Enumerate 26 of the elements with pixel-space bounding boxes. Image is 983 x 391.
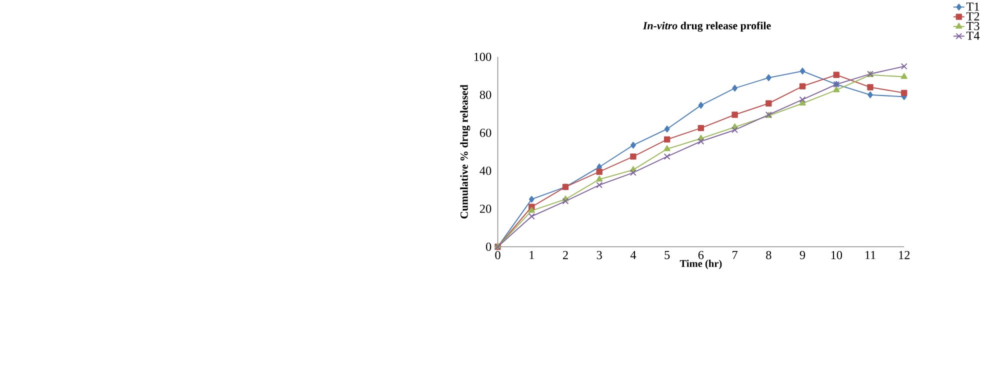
x-tick-label: 6 — [698, 250, 704, 260]
y-axis-title: Cumulative % drug released — [460, 84, 470, 218]
chart-title: In-vitro drug release profile — [642, 22, 771, 32]
x-tick-label: 5 — [664, 250, 670, 260]
x-tick-label: 1 — [530, 250, 534, 259]
x-tick-label: 12 — [899, 250, 910, 260]
y-tick-label: 80 — [480, 90, 492, 99]
y-tick-label: 20 — [480, 204, 492, 213]
x-tick-label: 9 — [800, 250, 806, 260]
legend-label: T2 — [966, 12, 980, 20]
x-tick-label: 0 — [495, 250, 500, 260]
x-tick-label: 4 — [630, 250, 636, 259]
x-tick-label: 3 — [596, 250, 602, 260]
x-axis-title: Time (hr) — [680, 260, 722, 270]
x-tick-label: 11 — [865, 250, 876, 259]
x-tick-label: 10 — [831, 250, 842, 260]
y-tick-label: 40 — [480, 166, 492, 175]
x-tick-label: 8 — [766, 250, 772, 260]
x-tick-label: 7 — [732, 250, 738, 259]
legend-label: T1 — [966, 2, 980, 11]
legend-label: T4 — [966, 32, 980, 40]
x-tick-label: 2 — [562, 250, 568, 260]
y-tick-label: 100 — [474, 52, 492, 61]
y-tick-label: 60 — [480, 128, 492, 137]
legend-label: T3 — [966, 22, 980, 30]
y-tick-label: 0 — [486, 242, 492, 251]
